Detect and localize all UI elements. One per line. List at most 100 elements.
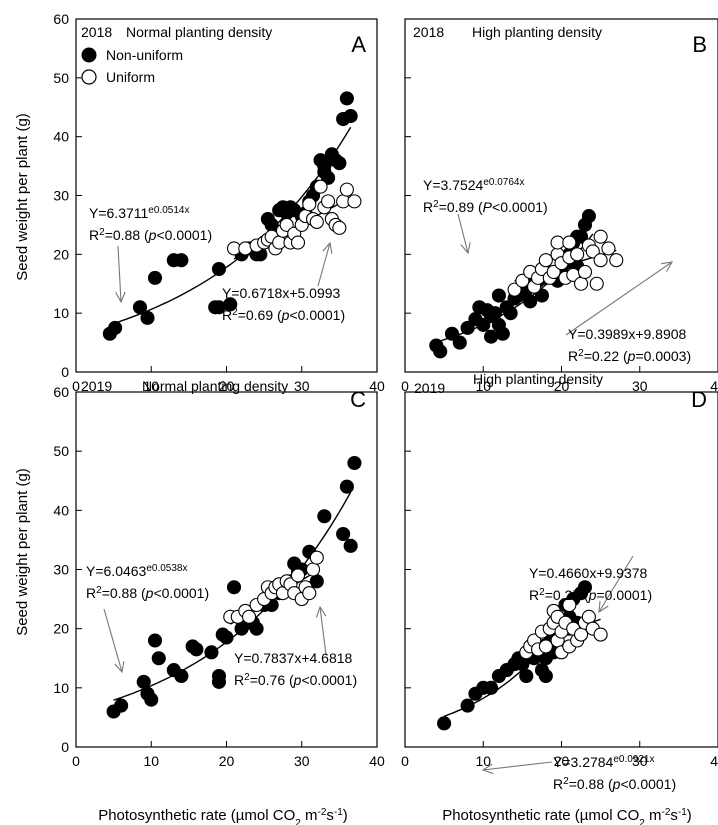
point-uniform — [302, 197, 317, 212]
panel-title: High planting density — [473, 371, 603, 387]
x-tick-label: 30 — [294, 753, 310, 769]
point-uniform — [581, 609, 596, 624]
x-tick-label: 0 — [72, 378, 80, 394]
point-non-uniform — [534, 288, 549, 303]
annotation-arrow — [598, 555, 634, 613]
point-uniform — [550, 235, 565, 250]
point-non-uniform — [484, 329, 499, 344]
point-non-uniform — [343, 538, 358, 553]
panel-a: 0 10 20 30 40 0 10 20 30 40 50 60 2018 Normal plantin… — [53, 11, 385, 394]
point-uniform — [290, 568, 306, 583]
y-tick-label: 20 — [53, 621, 69, 637]
y-tick-label: 60 — [53, 384, 69, 400]
panel-title: Normal planting density — [126, 24, 272, 40]
point-non-uniform — [136, 674, 151, 689]
fit-linear-equation: Y=0.6718x+5.0993 — [222, 285, 341, 301]
panel-b: 0 10 20 30 40 2018 High planting density B Y=3.7… — [401, 18, 718, 394]
point-non-uniform — [211, 668, 227, 684]
point-uniform — [574, 276, 589, 291]
fit-exp-equation: Y=3.7524e0.0764x — [423, 177, 525, 194]
legend-label-uniform: Uniform — [106, 69, 155, 85]
point-non-uniform — [249, 621, 264, 636]
point-non-uniform — [147, 270, 163, 285]
panel-letter: A — [351, 32, 366, 57]
point-non-uniform — [151, 651, 166, 666]
panel-year: 2018 — [81, 24, 112, 40]
fit-exp-r2: R2=0.88 (p<0.0001) — [553, 776, 676, 793]
y-axis-title-top: Seed weight per plant (g) — [14, 113, 31, 281]
fit-linear-r2: R2=0.76 (p<0.0001) — [234, 672, 357, 689]
legend-label-non-uniform: Non-uniform — [106, 47, 183, 63]
annotation-arrowhead — [460, 242, 471, 255]
panel-title: High planting density — [472, 24, 602, 40]
point-uniform — [347, 194, 362, 209]
panel-letter: B — [692, 32, 707, 57]
point-uniform — [593, 253, 608, 268]
point-non-uniform — [437, 716, 452, 731]
fit-exp-r2: R2=0.89 (P<0.0001) — [423, 199, 548, 216]
point-non-uniform — [460, 698, 475, 713]
point-non-uniform — [332, 156, 347, 171]
x-tick-label: 20 — [554, 378, 570, 394]
y-tick-label: 20 — [53, 246, 69, 262]
point-uniform — [570, 247, 585, 262]
y-tick-label: 50 — [53, 443, 69, 459]
panel-year: 2019 — [414, 380, 445, 396]
point-uniform — [302, 586, 317, 601]
x-tick-label: 30 — [632, 753, 648, 769]
point-non-uniform — [495, 326, 510, 341]
x-axis-title-right: Photosynthetic rate (µmol CO2 m-2s-1) — [442, 807, 692, 825]
point-uniform — [313, 179, 328, 194]
x-tick-label: 20 — [219, 378, 235, 394]
point-non-uniform — [204, 645, 219, 660]
point-uniform — [309, 550, 324, 565]
y-tick-label: 30 — [53, 562, 69, 578]
fit-linear-equation: Y=0.4660x+9.9378 — [529, 565, 648, 581]
fit-linear-equation: Y=0.3989x+9.8908 — [568, 326, 687, 342]
fit-exp-equation: Y=6.0463e0.0538x — [86, 563, 188, 580]
annotation-arrowhead — [115, 291, 126, 304]
point-non-uniform — [108, 320, 123, 335]
annotation-arrow — [117, 245, 122, 303]
x-tick-label: 30 — [294, 378, 310, 394]
point-non-uniform — [140, 310, 155, 325]
x-tick-label: 10 — [143, 753, 159, 769]
annotation-arrowhead — [481, 763, 494, 775]
point-non-uniform — [460, 320, 475, 335]
x-tick-label: 20 — [219, 753, 235, 769]
y-tick-label: 10 — [53, 305, 69, 321]
point-uniform — [609, 253, 624, 268]
point-uniform — [577, 264, 593, 280]
annotation-arrow — [482, 761, 553, 771]
annotation-arrowhead — [661, 261, 674, 272]
y-tick-label: 0 — [61, 739, 69, 755]
annotation-arrowhead — [598, 600, 609, 614]
fit-exp-r2: R2=0.88 (p<0.0001) — [86, 585, 209, 602]
point-non-uniform — [174, 253, 189, 268]
x-tick-label: 0 — [401, 378, 409, 394]
x-tick-label: 40 — [710, 753, 718, 769]
annotation-arrowhead — [114, 661, 125, 674]
y-tick-label: 60 — [53, 11, 69, 27]
legend-marker-open — [81, 69, 97, 85]
point-non-uniform — [223, 297, 238, 312]
point-non-uniform — [339, 479, 354, 494]
fit-exp-equation: Y=6.3711e0.0514x — [89, 205, 189, 222]
point-non-uniform — [317, 509, 332, 524]
point-non-uniform — [336, 526, 351, 542]
point-non-uniform — [581, 209, 596, 224]
panel-title: Normal planting density — [142, 378, 288, 394]
point-non-uniform — [519, 668, 534, 684]
point-non-uniform — [523, 294, 538, 309]
panel-d: 0 10 20 30 40 2019 High planting density D Y=0.4… — [401, 371, 718, 792]
point-uniform — [242, 609, 257, 624]
point-non-uniform — [174, 668, 189, 684]
y-tick-label: 30 — [53, 188, 69, 204]
point-non-uniform — [339, 91, 354, 106]
point-non-uniform — [452, 335, 467, 350]
point-uniform — [589, 276, 604, 291]
point-uniform — [538, 253, 553, 268]
x-tick-label: 40 — [369, 753, 385, 769]
point-uniform — [562, 235, 577, 250]
annotation-arrowhead — [315, 605, 327, 618]
